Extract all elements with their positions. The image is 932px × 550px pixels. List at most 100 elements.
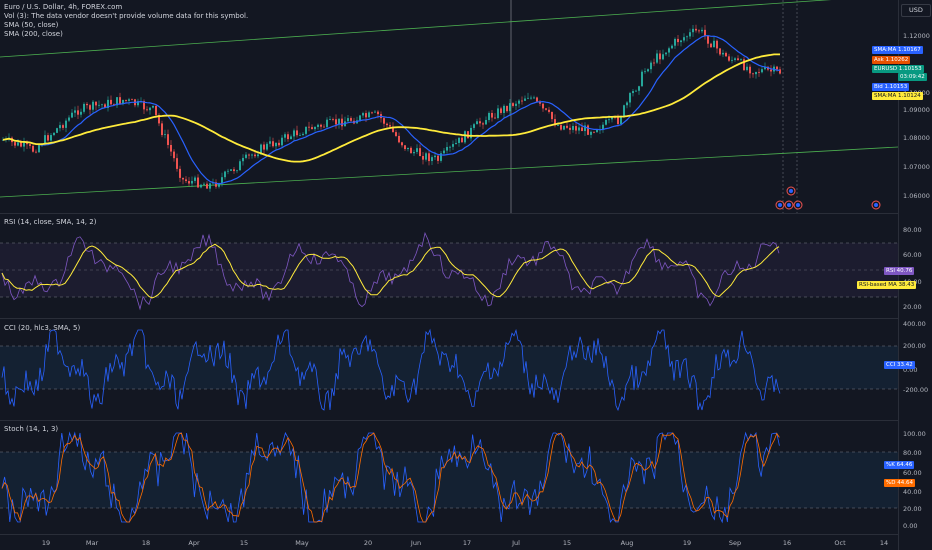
candle-body bbox=[395, 132, 397, 136]
candle-body bbox=[401, 142, 403, 146]
candle-body bbox=[59, 125, 61, 129]
candle-body bbox=[608, 119, 610, 121]
rsi-tick: 80.00 bbox=[903, 226, 922, 234]
time-label: Mar bbox=[85, 539, 99, 547]
volume-note[interactable]: Vol (3): The data vendor doesn't provide… bbox=[4, 12, 249, 20]
candle-body bbox=[623, 105, 625, 118]
stoch-k-line bbox=[1, 431, 780, 524]
rsi-legend[interactable]: RSI (14, close, SMA, 14, 2) bbox=[4, 218, 97, 226]
candle-body bbox=[590, 131, 592, 135]
candle-body bbox=[428, 153, 430, 162]
candle-body bbox=[713, 40, 715, 48]
candle-body bbox=[50, 135, 52, 141]
bar-countdown-badge: 03:09:42 bbox=[898, 73, 927, 81]
candle-body bbox=[503, 105, 505, 113]
candle-body bbox=[719, 48, 721, 55]
candle-body bbox=[449, 146, 451, 148]
sma50-legend[interactable]: SMA (50, close) bbox=[4, 21, 59, 29]
candle-body bbox=[293, 130, 295, 137]
candle-body bbox=[674, 38, 676, 46]
currency-button[interactable]: USD bbox=[901, 4, 931, 17]
candle-body bbox=[371, 112, 373, 114]
candle-body bbox=[686, 36, 688, 38]
candle-body bbox=[332, 119, 334, 120]
candle-body bbox=[278, 142, 280, 146]
candle-body bbox=[317, 124, 319, 127]
bid-price-badge: Bid 1.10153 bbox=[872, 83, 910, 91]
price-tick: 1.06000 bbox=[903, 192, 930, 200]
cci-legend[interactable]: CCI (20, hlc3, SMA, 5) bbox=[4, 324, 81, 332]
channel-upper-line bbox=[0, 0, 832, 58]
stoch-legend[interactable]: Stoch (14, 1, 3) bbox=[4, 425, 59, 433]
stoch-k-badge: %K 64.46 bbox=[884, 461, 915, 469]
pane-separator[interactable] bbox=[0, 420, 932, 421]
candle-body bbox=[26, 142, 28, 145]
pane-separator[interactable] bbox=[0, 213, 932, 214]
symbol-title[interactable]: Euro / U.S. Dollar, 4h, FOREX.com bbox=[4, 3, 123, 11]
time-label: 18 bbox=[141, 539, 151, 547]
candle-body bbox=[737, 58, 739, 61]
time-label: 15 bbox=[562, 539, 572, 547]
candle-body bbox=[341, 118, 343, 127]
candle-body bbox=[191, 180, 193, 184]
candle-body bbox=[308, 126, 310, 128]
candle-body bbox=[722, 52, 724, 55]
candle-body bbox=[143, 101, 145, 110]
cci-tick: 400.00 bbox=[903, 320, 926, 328]
candle-body bbox=[416, 148, 418, 152]
symbol-price-badge: EURUSD 1.10153 bbox=[872, 65, 924, 73]
stoch-tick: 20.00 bbox=[903, 505, 922, 513]
candle-body bbox=[131, 99, 133, 101]
chart-canvas[interactable] bbox=[0, 0, 898, 550]
rsi-value-badge: RSI 40.76 bbox=[884, 267, 915, 275]
candle-body bbox=[110, 99, 112, 105]
candle-body bbox=[566, 125, 568, 128]
candle-body bbox=[761, 69, 763, 73]
candle-body bbox=[176, 158, 178, 169]
candle-body bbox=[296, 130, 298, 136]
candle-body bbox=[365, 113, 367, 118]
candle-body bbox=[500, 108, 502, 113]
candle-body bbox=[299, 134, 301, 136]
cci-line bbox=[1, 328, 781, 412]
candle-body bbox=[533, 97, 535, 99]
candle-body bbox=[404, 145, 406, 150]
time-label: Oct bbox=[834, 539, 846, 547]
candle-body bbox=[734, 58, 736, 60]
candle-body bbox=[470, 127, 472, 139]
candle-body bbox=[743, 59, 745, 71]
candle-body bbox=[164, 134, 166, 136]
candle-body bbox=[209, 183, 211, 189]
sma200-legend[interactable]: SMA (200, close) bbox=[4, 30, 63, 38]
candle-body bbox=[512, 103, 514, 106]
candle-body bbox=[413, 151, 415, 154]
stoch-d-badge: %D 44.64 bbox=[884, 479, 915, 487]
candle-body bbox=[539, 101, 541, 104]
price-axis[interactable] bbox=[898, 0, 932, 550]
time-label: 14 bbox=[879, 539, 889, 547]
candle-body bbox=[494, 117, 496, 119]
stoch-band bbox=[0, 452, 898, 508]
candle-body bbox=[671, 45, 673, 49]
candle-body bbox=[536, 97, 538, 102]
candle-body bbox=[179, 168, 181, 178]
candle-body bbox=[557, 125, 559, 126]
time-label: Aug bbox=[620, 539, 634, 547]
candle-body bbox=[80, 111, 82, 115]
candle-body bbox=[479, 121, 481, 124]
candle-body bbox=[650, 62, 652, 70]
candle-body bbox=[425, 153, 427, 160]
pane-separator[interactable] bbox=[0, 318, 932, 319]
time-label: 15 bbox=[239, 539, 249, 547]
candle-body bbox=[446, 147, 448, 151]
candle-body bbox=[116, 97, 118, 106]
candle-body bbox=[290, 136, 292, 140]
candle-body bbox=[185, 179, 187, 182]
candle-body bbox=[182, 177, 184, 180]
candle-body bbox=[647, 69, 649, 72]
candle-body bbox=[158, 115, 160, 124]
candle-body bbox=[707, 35, 709, 44]
candle-body bbox=[188, 181, 190, 184]
candle-body bbox=[101, 104, 103, 106]
candle-body bbox=[383, 118, 385, 124]
